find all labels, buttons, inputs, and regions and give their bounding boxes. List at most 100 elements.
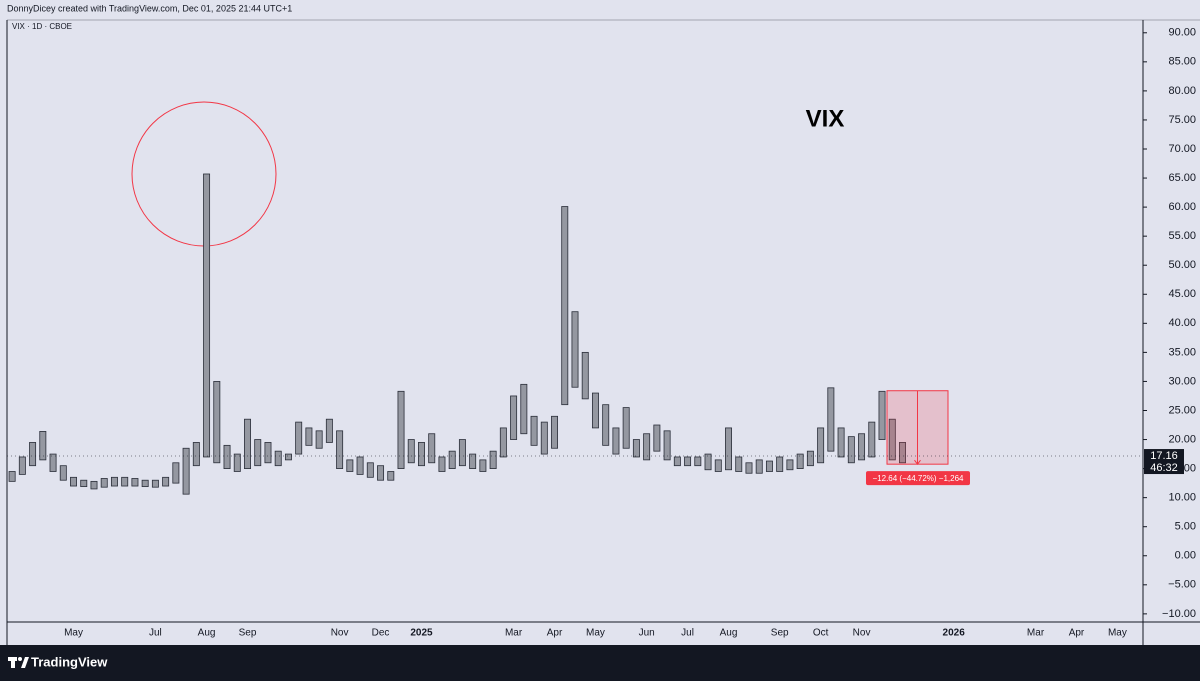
y-tick-label: −5.00	[1168, 579, 1196, 591]
price-bar	[356, 456, 364, 475]
x-tick-label: 2025	[410, 628, 433, 639]
price-bar	[837, 427, 845, 458]
x-tick-label: May	[64, 628, 83, 639]
x-tick-label: Mar	[505, 628, 523, 639]
x-tick-label: Oct	[813, 628, 829, 639]
price-bar	[397, 390, 405, 469]
x-tick-label: Apr	[1069, 628, 1085, 639]
last-price-tag	[1144, 449, 1184, 475]
price-bar	[131, 478, 139, 487]
x-tick-label: Jul	[681, 628, 694, 639]
price-bar	[622, 407, 630, 449]
y-tick-label: 50.00	[1168, 259, 1196, 271]
price-bar	[264, 442, 272, 464]
x-tick-label: May	[586, 628, 605, 639]
price-bar	[162, 476, 170, 487]
x-tick-label: Mar	[1027, 628, 1045, 639]
price-bar	[755, 459, 763, 474]
price-bar	[899, 442, 906, 464]
price-bar	[632, 439, 640, 458]
y-tick-label: 70.00	[1168, 143, 1196, 155]
price-bar	[694, 456, 702, 467]
price-bar	[284, 453, 292, 461]
price-bar	[377, 465, 385, 481]
price-bar	[274, 450, 282, 467]
price-bar	[540, 421, 548, 455]
price-bar	[110, 476, 118, 487]
price-bar	[59, 465, 67, 481]
price-bar	[172, 462, 180, 484]
countdown: 46:32	[1150, 462, 1178, 474]
price-bar	[643, 433, 651, 461]
price-bar	[346, 459, 354, 472]
x-tick-label: Jun	[639, 628, 655, 639]
price-bar	[70, 476, 77, 487]
price-bar	[254, 439, 262, 467]
x-tick-label: Jul	[149, 628, 162, 639]
price-bar	[888, 418, 896, 461]
price-bar	[878, 390, 886, 440]
price-bar	[745, 462, 753, 474]
price-bar	[141, 479, 149, 488]
measure-arrowhead	[914, 459, 921, 466]
price-bar	[407, 439, 415, 464]
price-bar	[735, 456, 743, 472]
price-bar	[827, 387, 835, 452]
x-tick-label: Dec	[372, 628, 390, 639]
y-tick-label: 60.00	[1168, 201, 1196, 213]
footer-band	[0, 645, 1200, 681]
price-bar	[765, 460, 773, 472]
y-tick-label: 45.00	[1168, 288, 1196, 300]
logo-part	[18, 657, 22, 661]
x-tick-label: Sep	[239, 628, 257, 639]
y-tick-label: 75.00	[1168, 114, 1196, 126]
price-bar	[663, 430, 671, 461]
price-bar	[295, 421, 303, 455]
y-tick-label: 10.00	[1168, 492, 1196, 504]
price-bar	[612, 427, 620, 455]
header: DonnyDicey created with TradingView.com,…	[7, 3, 292, 13]
last-price-label: 17.16	[1150, 450, 1178, 462]
price-bar	[673, 456, 681, 467]
price-bar	[479, 459, 487, 472]
x-tick-label: Aug	[720, 628, 738, 639]
price-bar	[806, 450, 814, 467]
price-bar	[602, 404, 610, 446]
y-tick-label: 40.00	[1168, 317, 1196, 329]
price-bar	[203, 173, 211, 458]
price-bar	[151, 479, 159, 488]
price-bar	[858, 433, 866, 461]
brand-logo	[8, 657, 29, 668]
price-bar	[182, 447, 190, 495]
y-tick-label: 5.00	[1175, 521, 1196, 533]
price-bar	[387, 471, 395, 481]
price-bar	[591, 392, 599, 429]
logo-part	[21, 657, 29, 668]
y-tick-label: 85.00	[1168, 56, 1196, 68]
price-bar	[489, 450, 497, 469]
symbol-info: VIX · 1D · CBOE	[12, 22, 72, 31]
price-bar	[305, 427, 313, 446]
y-tick-label: −10.00	[1162, 608, 1196, 620]
price-bar	[90, 480, 98, 490]
price-bar	[448, 450, 456, 469]
price-bar	[653, 424, 661, 452]
price-bar	[315, 430, 323, 449]
price-bar	[438, 456, 446, 472]
price-bar	[786, 459, 794, 471]
price-bar	[868, 421, 876, 458]
price-bar	[223, 444, 231, 469]
price-bar	[499, 427, 507, 458]
y-tick-label: 20.00	[1168, 433, 1196, 445]
price-bar	[510, 395, 518, 440]
logo-part	[11, 657, 15, 668]
x-tick-label: Sep	[771, 628, 789, 639]
price-bar	[49, 453, 57, 472]
price-bar	[520, 383, 528, 435]
price-bar	[796, 453, 804, 469]
annotation: VIX	[806, 105, 845, 132]
price-bar	[551, 415, 559, 449]
x-tick-label: May	[1108, 628, 1127, 639]
